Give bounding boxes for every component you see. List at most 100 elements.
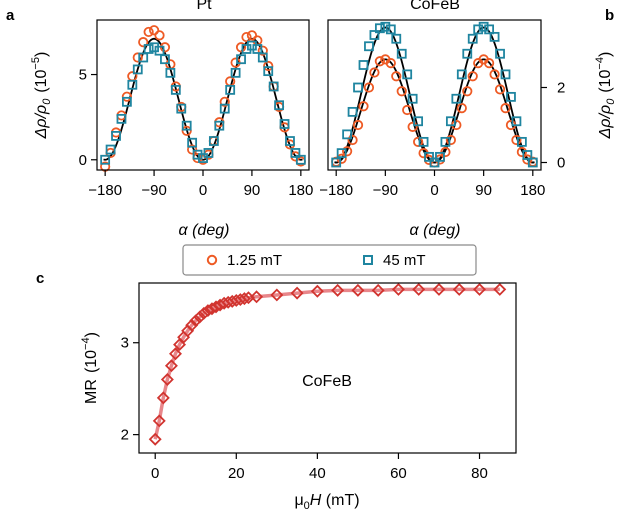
panel-b-series-square [331,21,538,168]
data-point [506,91,516,102]
data-point [516,146,527,158]
data-point [274,100,285,111]
y-tick-label: 0 [557,155,565,172]
data-point [527,157,538,168]
data-point [489,69,500,80]
data-point [432,282,446,296]
data-point [342,129,353,140]
data-point [522,150,533,160]
data-point [219,103,230,114]
panel-a-ylabel: Δρ/ρ0(10−5) [30,52,53,140]
data-point [511,116,522,127]
data-point [236,54,246,65]
data-point [205,302,219,316]
data-point [429,157,440,168]
legend-teal-label: 45 mT [383,252,426,269]
data-point [121,96,132,107]
data-point [197,306,211,320]
panel-a-ylabel-main: Δρ/ρ [33,105,50,140]
y-tick-label: 2 [557,80,565,97]
data-point [148,25,160,36]
x-tick-label: 0 [151,465,159,482]
x-tick-label: 40 [309,465,326,482]
data-point [193,310,207,324]
data-point [462,86,473,97]
data-point [214,120,225,131]
data-point [467,33,478,44]
panel-a-ylabel-unit: 10 [33,69,50,87]
data-point [369,30,380,40]
panel-a-axis-ticks: −180 −90 0 90 180 0 5 [79,67,314,199]
panel-c-xlabel-mu: μ [294,492,303,509]
data-point [187,137,198,148]
data-point [121,91,132,102]
x-tick-label: 180 [288,182,313,199]
panel-label-c: c [36,270,44,287]
data-point [336,148,347,159]
data-point [132,64,143,75]
data-point [100,154,111,165]
data-point [111,131,121,141]
data-point [143,44,154,54]
data-point [493,282,507,296]
panel-label-b: b [605,7,614,24]
data-point [351,283,365,297]
data-point [219,96,230,107]
panel-a-frame [96,19,310,171]
panel-c-frame [138,282,517,454]
data-point [105,144,116,155]
x-tick-label: −180 [88,182,122,199]
y-tick-label: 2 [121,427,129,444]
data-point [268,81,279,92]
legend-teal-marker [363,255,373,265]
data-point [456,69,467,80]
data-point [152,414,166,428]
data-point [358,60,369,70]
data-point [252,44,263,54]
legend: 1.25 mT 45 mT [182,244,477,276]
data-point [198,153,208,163]
data-point [413,116,424,127]
data-point [235,42,247,53]
data-point [165,67,176,78]
data-point [203,148,214,158]
panel-label-a: a [6,7,15,24]
panel-c-ylabel: MR(10−4) [80,332,100,404]
data-point [270,288,284,302]
data-point [478,21,489,32]
data-point [160,54,170,65]
panel-a-title: Pt [196,0,212,13]
data-point [495,48,505,59]
data-point [187,144,198,155]
data-point [279,119,290,129]
data-point [331,157,342,168]
panel-b-axis-ticks: −180 −90 0 90 180 0 2 [319,80,565,200]
data-point [374,23,385,34]
data-point [164,359,178,373]
panel-a-series-square [100,40,306,165]
data-point [169,347,182,361]
data-point [154,45,165,56]
data-point [116,113,127,124]
data-point [225,84,236,95]
legend-orange-label: 1.25 mT [227,252,282,269]
x-tick-label: −90 [373,182,398,199]
data-point [451,93,462,104]
panel-c-xlabel: μ0H (mT) [294,492,359,512]
data-point [358,101,369,112]
data-point [456,103,467,114]
data-point [185,318,199,332]
data-point [230,67,241,78]
panel-c-axis-ticks: 0 20 40 60 80 2 3 [121,335,488,482]
data-point [445,116,456,127]
panel-c-ylabel-exp: −4 [80,337,92,350]
data-point [380,21,391,32]
data-point [156,391,170,405]
data-point [385,58,396,69]
data-point [290,286,304,300]
data-point [452,282,466,296]
data-point [181,120,192,131]
